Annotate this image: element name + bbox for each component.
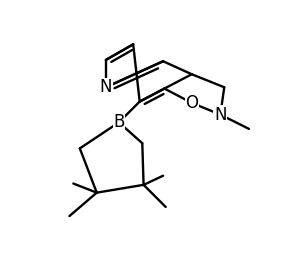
- Text: N: N: [214, 105, 227, 124]
- Text: N: N: [99, 78, 112, 96]
- Text: O: O: [185, 94, 198, 112]
- Text: B: B: [113, 113, 124, 132]
